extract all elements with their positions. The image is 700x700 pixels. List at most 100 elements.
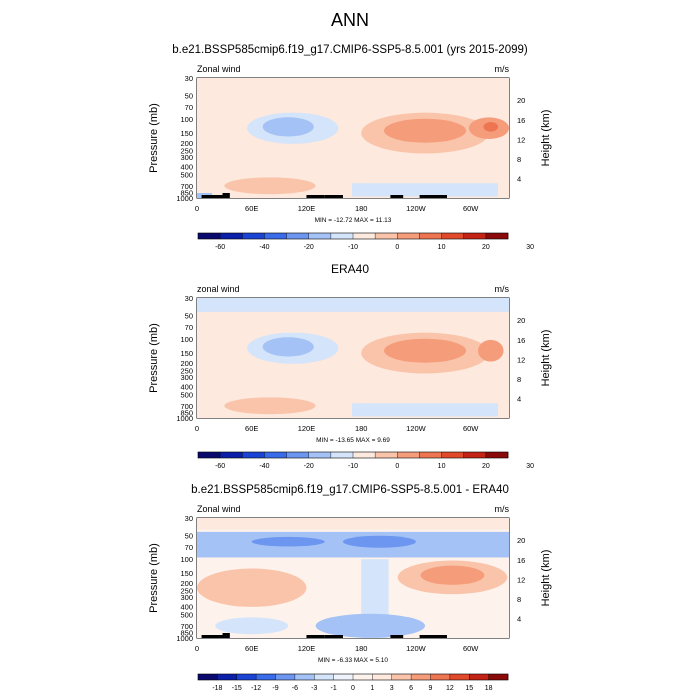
y-tick-label: 850	[180, 188, 193, 197]
colorbar-swatch	[242, 233, 265, 239]
colorbar-swatch	[449, 674, 470, 680]
y-tick-label: 500	[180, 390, 193, 399]
x-tick-label: 120E	[298, 424, 316, 433]
westerly-anomaly-core	[420, 565, 485, 585]
colorbar-swatch	[391, 674, 412, 680]
colorbar-swatch	[353, 452, 376, 458]
y-tick-label: 200	[180, 359, 193, 368]
x-tick-label: 0	[195, 424, 199, 433]
y2-axis-label: Height (km)	[540, 330, 552, 387]
y-tick-label: 700	[180, 622, 193, 631]
panel-left-label: Zonal wind	[197, 504, 241, 514]
colorbar-label: -3	[311, 685, 317, 692]
y2-tick-label: 16	[517, 116, 525, 125]
terrain-block	[390, 635, 404, 638]
colorbar-swatch	[275, 674, 296, 680]
colorbar-swatch	[419, 452, 442, 458]
terrain-block	[306, 635, 325, 638]
colorbar-label: 6	[409, 685, 413, 692]
colorbar-swatch	[256, 674, 276, 680]
panel-stats: MIN = -12.72 MAX = 11.13	[315, 217, 392, 224]
colorbar-swatch	[372, 674, 393, 680]
x-tick-label: 60W	[463, 644, 479, 653]
colorbar-swatch	[242, 452, 265, 458]
y-tick-label: 400	[180, 603, 193, 612]
colorbar-label: -10	[348, 244, 358, 251]
panel-left-label: Zonal wind	[197, 64, 241, 74]
x-tick-label: 120E	[298, 204, 316, 213]
x-tick-label: 180	[355, 644, 368, 653]
y-tick-label: 150	[180, 129, 193, 138]
colorbar-label: 12	[446, 685, 454, 692]
colorbar-swatch	[469, 674, 489, 680]
colorbar-swatch	[441, 233, 465, 239]
y-tick-label: 50	[185, 531, 193, 540]
colorbar-label: -60	[215, 463, 225, 470]
field-ssp_clim	[197, 78, 509, 198]
low-level-westerly	[224, 177, 316, 195]
colorbar-swatch	[397, 452, 420, 458]
colorbar-swatch	[308, 452, 332, 458]
colorbar-swatch	[264, 452, 287, 458]
y-tick-label: 400	[180, 163, 193, 172]
colorbar-swatch	[430, 674, 451, 680]
y-tick-label: 70	[185, 323, 193, 332]
y-axis-label: Pressure (mb)	[148, 543, 160, 613]
colorbar-swatch	[397, 233, 420, 239]
colorbar-label: 0	[351, 685, 355, 692]
terrain-block	[324, 635, 343, 638]
y2-tick-label: 8	[517, 595, 521, 604]
colorbar-label: -12	[251, 685, 261, 692]
y2-tick-label: 8	[517, 375, 521, 384]
colorbar-swatch	[264, 233, 287, 239]
y2-tick-label: 4	[517, 174, 521, 183]
y-tick-label: 50	[185, 311, 193, 320]
x-tick-label: 60E	[245, 424, 258, 433]
panel-stats: MIN = -6.33 MAX = 5.10	[318, 657, 388, 664]
y2-tick-label: 4	[517, 614, 521, 623]
terrain-block	[390, 195, 404, 198]
upper-easterly-band	[197, 298, 509, 312]
colorbar-label: -60	[215, 244, 225, 251]
y-tick-label: 30	[185, 294, 193, 303]
x-tick-label: 60E	[245, 204, 258, 213]
panel-subtitle: b.e21.BSSP585cmip6.f19_g17.CMIP6-SSP5-8.…	[172, 44, 528, 56]
y-tick-label: 700	[180, 182, 193, 191]
colorbar-label: -6	[292, 685, 298, 692]
x-tick-label: 180	[355, 424, 368, 433]
colorbar-swatch	[411, 674, 431, 680]
colorbar-swatch	[419, 233, 442, 239]
y2-tick-label: 16	[517, 336, 525, 345]
colorbar-label: -10	[348, 463, 358, 470]
y-tick-label: 500	[180, 170, 193, 179]
field-diff	[197, 518, 509, 638]
colorbar: -60 -40 -20 -10 0 10 20 30	[197, 451, 534, 470]
y-tick-label: 1000	[176, 414, 193, 423]
x-tick-label: 60W	[463, 424, 479, 433]
colorbar-label: 30	[526, 244, 534, 251]
y-tick-label: 1000	[176, 634, 193, 643]
westerly-anomaly-west	[197, 568, 307, 607]
field-era_clim	[197, 298, 509, 418]
y2-tick-label: 12	[517, 135, 525, 144]
terrain-block	[222, 193, 230, 198]
colorbar-swatch	[375, 233, 398, 239]
colorbar-label: -9	[272, 685, 278, 692]
panel-stats: MIN = -13.65 MAX = 9.69	[316, 437, 390, 444]
easterly-core	[262, 337, 314, 357]
x-tick-label: 60W	[463, 204, 479, 213]
colorbar-label: 3	[390, 685, 394, 692]
surface-easterly	[352, 183, 499, 197]
easterly-core-west	[251, 536, 325, 547]
panel-subtitle: b.e21.BSSP585cmip6.f19_g17.CMIP6-SSP5-8.…	[191, 484, 509, 496]
colorbar-swatch	[330, 452, 354, 458]
y-tick-label: 250	[180, 147, 193, 156]
colorbar: -60 -40 -20 -10 0 10 20 30	[197, 232, 534, 251]
y2-axis-label: Height (km)	[540, 550, 552, 607]
colorbar-swatch	[330, 233, 354, 239]
colorbar-swatch	[286, 233, 310, 239]
westerly-core	[384, 118, 467, 143]
terrain-block	[419, 195, 447, 198]
colorbar-label: 20	[482, 463, 490, 470]
colorbar-label: -20	[304, 463, 314, 470]
